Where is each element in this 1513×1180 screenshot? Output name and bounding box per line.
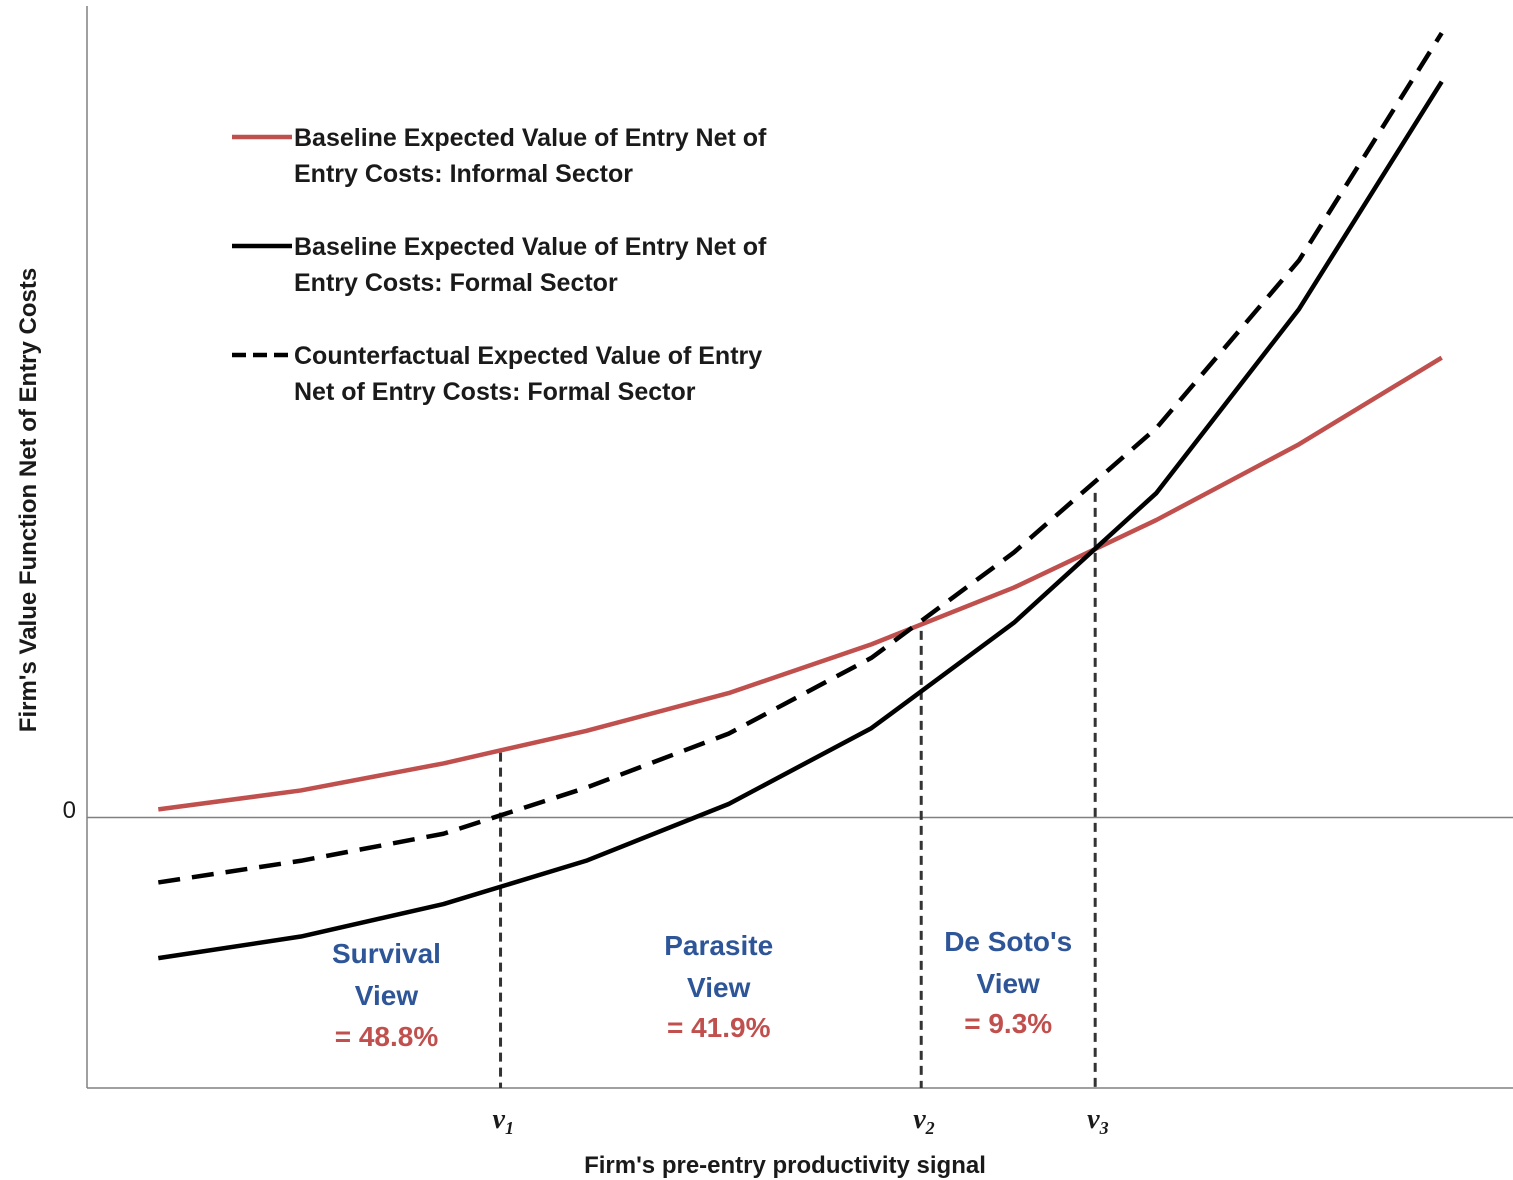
threshold-label-1: v1 (493, 1104, 514, 1138)
region-title-1-line-1: Survival (332, 938, 441, 969)
threshold-label-2: v2 (913, 1104, 934, 1138)
region-title-1-line-2: View (355, 980, 419, 1011)
threshold-lines: v1 v2 v3 (493, 492, 1109, 1138)
region-labels: Survival View = 48.8% Parasite View = 41.9% De… (332, 926, 1072, 1052)
region-title-2-line-2: View (687, 972, 751, 1003)
y-axis-title: Firm's Value Function Net of Entry Costs (15, 268, 42, 732)
series-lines (157, 31, 1444, 961)
region-share-1: = 48.8% (335, 1021, 439, 1052)
legend-label-counterfactual-line-2: Net of Entry Costs: Formal Sector (294, 378, 696, 406)
legend-label-formal-line-1: Baseline Expected Value of Entry Net of (294, 233, 767, 261)
series-line-counterfactual (157, 31, 1444, 885)
legend-label-counterfactual-line-1: Counterfactual Expected Value of Entry (294, 342, 762, 370)
threshold-label-3: v3 (1087, 1104, 1108, 1138)
region-title-3-line-1: De Soto's (944, 926, 1072, 957)
legend-label-informal-line-2: Entry Costs: Informal Sector (294, 160, 633, 188)
region-title-2-line-1: Parasite (664, 930, 773, 961)
legend-label-informal-line-1: Baseline Expected Value of Entry Net of (294, 124, 767, 152)
series-line-informal (158, 355, 1443, 812)
region-share-3: = 9.3% (964, 1008, 1052, 1039)
y-tick-zero: 0 (63, 797, 76, 824)
legend: Baseline Expected Value of Entry Net of E… (232, 124, 767, 406)
x-axis-title: Firm's pre-entry productivity signal (584, 1152, 986, 1179)
legend-label-formal-line-2: Entry Costs: Formal Sector (294, 269, 618, 297)
series-line-formal (157, 80, 1444, 961)
region-title-3-line-2: View (977, 968, 1041, 999)
region-share-2: = 41.9% (667, 1012, 771, 1043)
